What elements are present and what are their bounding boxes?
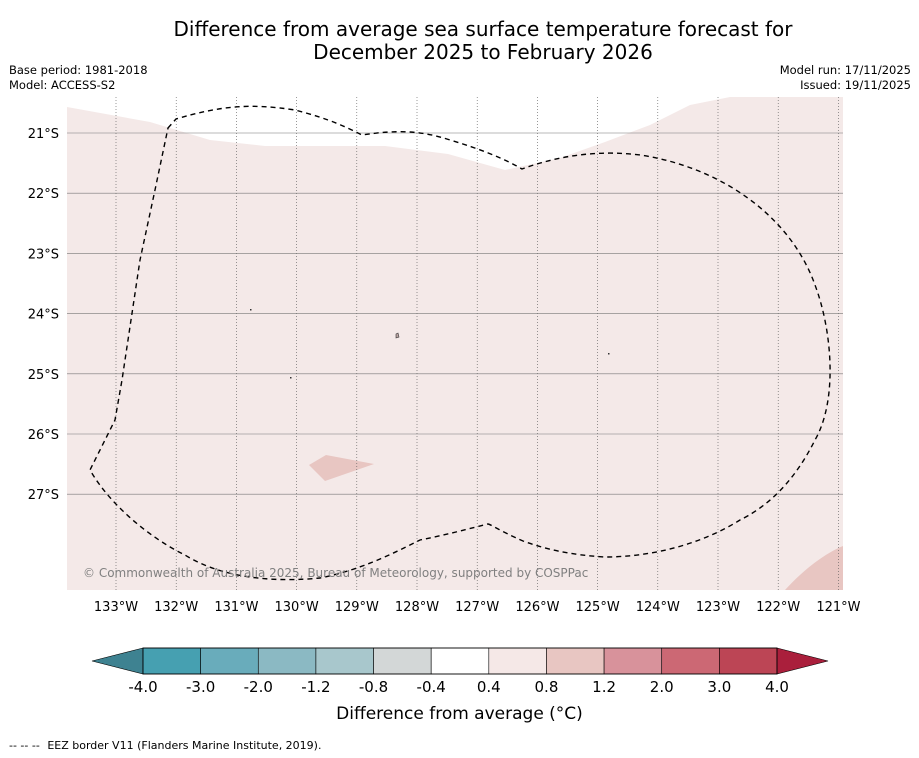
lat-label: 22°S [28,187,59,202]
title-line-1: Difference from average sea surface temp… [173,17,793,41]
lat-label: 24°S [28,308,59,323]
lon-label: 126°W [515,600,559,615]
warm-patch-southeast [785,546,843,590]
island-speck [290,377,292,379]
lon-label: 131°W [214,600,258,615]
eez-legend-text: EEZ border V11 (Flanders Marine Institut… [47,739,322,752]
lon-label: 125°W [576,600,620,615]
lon-label: 129°W [335,600,379,615]
title-line-2: December 2025 to February 2026 [313,40,653,64]
lon-label: 121°W [816,600,860,615]
run-info: Model run: 17/11/2025 Issued: 19/11/2025 [780,63,911,93]
lon-label: 130°W [275,600,319,615]
island-dot [395,332,400,339]
lat-label: 23°S [28,247,59,262]
lon-label: 132°W [154,600,198,615]
lat-label: 27°S [28,488,59,503]
lat-label: 25°S [28,368,59,383]
base-period-label: Base period: 1981-2018 [9,63,148,77]
lat-label: 26°S [28,428,59,443]
lon-label: 124°W [636,600,680,615]
eez-legend-dashes: -- -- -- [9,739,40,752]
lon-label: 122°W [756,600,800,615]
chart-title: Difference from average sea surface temp… [0,18,919,64]
latitude-labels: 21°S 22°S 23°S 24°S 25°S 26°S 27°S [28,127,59,503]
lon-label: 127°W [455,600,499,615]
issued-label: Issued: 19/11/2025 [800,78,911,92]
latitude-gridlines [67,132,843,495]
longitude-gridlines [115,97,839,590]
longitude-labels: 133°W 132°W 131°W 130°W 129°W 128°W 127°W 126°W… [94,600,861,615]
model-run-label: Model run: 17/11/2025 [779,63,911,77]
island-speck [250,309,252,311]
sst-anomaly-field [67,97,843,590]
map-area: © Commonwealth of Australia 2025, Bureau… [67,97,843,590]
lat-label: 21°S [28,127,59,142]
colorbar-title: Difference from average (°C) [336,704,583,724]
island-speck [608,353,610,355]
copyright-notice: © Commonwealth of Australia 2025, Bureau… [83,566,588,580]
lon-label: 123°W [696,600,740,615]
warm-patch-west [309,455,374,481]
base-info: Base period: 1981-2018 Model: ACCESS-S2 [9,63,148,93]
lon-label: 133°W [94,600,138,615]
model-label: Model: ACCESS-S2 [9,78,116,92]
eez-border [89,105,831,581]
lon-label: 128°W [395,600,439,615]
footnote: -- -- -- EEZ border V11 (Flanders Marine… [9,739,325,752]
map-figure: © Commonwealth of Australia 2025, Bureau… [28,97,861,615]
